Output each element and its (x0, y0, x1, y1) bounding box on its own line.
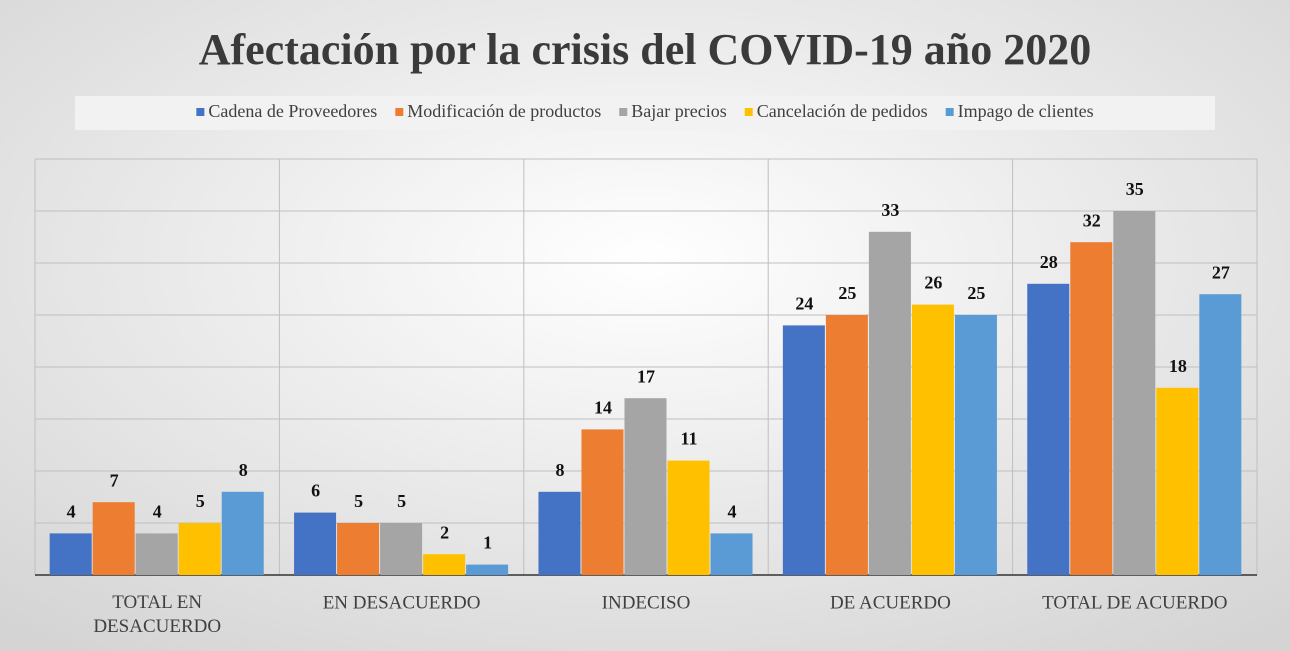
data-label: 25 (967, 283, 985, 303)
bar (423, 554, 466, 575)
bar (221, 491, 264, 575)
data-label: 4 (153, 502, 162, 522)
legend-swatch (619, 108, 628, 116)
data-label: 4 (67, 502, 76, 522)
data-label: 27 (1212, 262, 1230, 282)
legend-swatch (395, 108, 404, 116)
legend-label: Modificación de productos (407, 101, 601, 121)
legend-label: Cancelación de pedidos (757, 101, 928, 121)
data-label: 26 (924, 273, 942, 293)
data-label: 32 (1083, 210, 1101, 230)
bar (825, 315, 868, 575)
legend-box (75, 96, 1215, 130)
bar (782, 325, 825, 575)
data-label: 17 (637, 366, 655, 386)
legend-swatch (744, 108, 753, 116)
data-label: 2 (440, 522, 449, 542)
bar (178, 523, 221, 575)
data-label: 6 (311, 481, 320, 501)
bar (954, 315, 997, 575)
bar (380, 523, 423, 575)
legend-label: Bajar precios (631, 101, 726, 121)
data-label: 28 (1040, 252, 1058, 272)
data-label: 33 (881, 200, 899, 220)
data-label: 1 (483, 533, 492, 553)
data-label: 24 (795, 294, 813, 314)
data-label: 5 (354, 491, 363, 511)
x-tick-label: INDECISO (602, 592, 691, 613)
data-label: 11 (681, 429, 698, 449)
data-label: 7 (110, 470, 119, 490)
data-label: 35 (1126, 179, 1144, 199)
x-tick-label: TOTAL DE ACUERDO (1042, 592, 1227, 613)
data-label: 18 (1169, 356, 1187, 376)
legend-label: Cadena de Proveedores (208, 101, 377, 121)
bar (1027, 283, 1070, 575)
bar (868, 231, 911, 576)
data-label: 4 (728, 502, 737, 522)
x-tick-label: TOTAL EN DESACUERDO (93, 592, 221, 637)
bar (135, 533, 178, 575)
data-label: 8 (555, 460, 564, 480)
bar (466, 564, 509, 575)
bar (1070, 242, 1113, 575)
bar (294, 512, 337, 575)
x-tick-label: EN DESACUERDO (323, 592, 481, 613)
bar (1199, 294, 1242, 575)
data-label: 8 (239, 460, 248, 480)
bar (667, 460, 710, 575)
bar (581, 429, 624, 575)
data-label: 14 (594, 398, 612, 418)
data-label: 5 (196, 491, 205, 511)
data-label: 5 (397, 491, 406, 511)
bar (92, 502, 135, 575)
bar (337, 523, 380, 575)
legend-swatch (196, 108, 205, 116)
x-tick-label: DE ACUERDO (830, 592, 951, 613)
bar (1156, 387, 1199, 575)
bar (911, 304, 954, 575)
legend-label: Impago de clientes (958, 101, 1094, 121)
bar (710, 533, 753, 575)
bar (49, 533, 92, 575)
bar (1113, 211, 1156, 575)
legend-swatch (945, 108, 954, 116)
bar (538, 491, 581, 575)
bar (624, 398, 667, 575)
chart-title: Afectación por la crisis del COVID-19 añ… (199, 25, 1092, 74)
data-label: 25 (838, 283, 856, 303)
